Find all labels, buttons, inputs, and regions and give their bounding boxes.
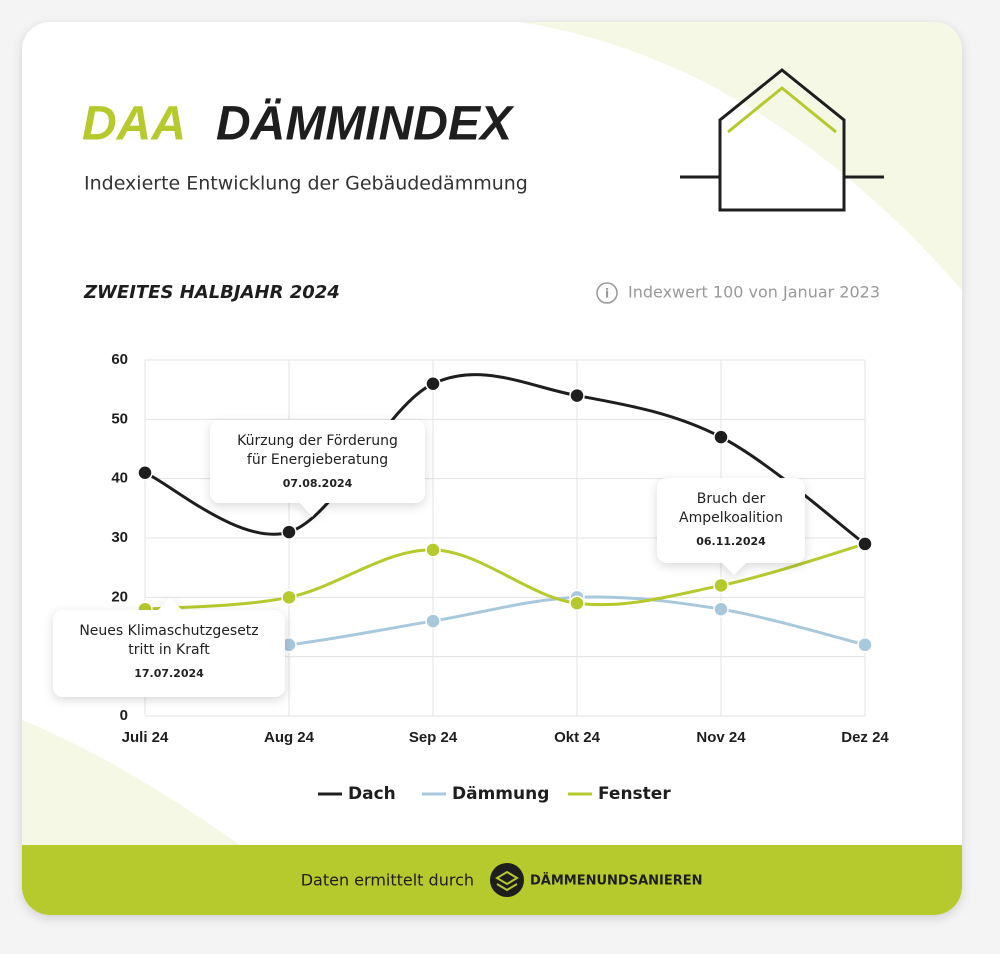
decor <box>22 720 240 845</box>
callout-text: Bruch der <box>697 491 766 507</box>
callout-date: 17.07.2024 <box>134 667 204 680</box>
house-icon <box>680 68 884 212</box>
data-point <box>425 613 441 629</box>
callout-pointer <box>158 598 182 610</box>
callout <box>657 478 805 575</box>
legend-label: Dach <box>348 784 396 804</box>
data-point <box>857 637 873 653</box>
data-point <box>425 542 441 558</box>
footer-logo-icon <box>490 863 524 897</box>
callout-date: 07.08.2024 <box>283 477 353 490</box>
subtitle: Indexierte Entwicklung der Gebäudedämmun… <box>84 173 528 195</box>
footer-text: Daten ermittelt durch <box>301 871 474 890</box>
callout <box>53 598 285 697</box>
logo: DAA <box>82 98 186 151</box>
data-point <box>713 577 729 594</box>
info-icon: i <box>605 287 609 301</box>
data-point <box>713 429 729 445</box>
x-tick-label: Aug 24 <box>264 729 315 746</box>
data-point <box>713 601 729 617</box>
x-tick-label: Juli 24 <box>122 729 169 746</box>
x-tick-label: Dez 24 <box>841 729 889 746</box>
y-tick-label: 60 <box>111 351 128 368</box>
callout-box <box>53 610 285 697</box>
footer-logo-icon <box>495 870 519 892</box>
section-title: ZWEITES HALBJAHR 2024 <box>83 282 340 303</box>
callout <box>210 420 425 517</box>
data-point <box>281 589 297 606</box>
data-point <box>425 375 441 392</box>
x-tick-label: Nov 24 <box>696 729 746 746</box>
y-tick-label: 40 <box>111 470 128 487</box>
title: DÄMMINDEX <box>216 98 515 151</box>
y-tick-label: 30 <box>111 529 128 546</box>
x-tick-label: Sep 24 <box>409 729 458 746</box>
series-line <box>144 542 866 611</box>
callout-text: für Energieberatung <box>247 452 388 468</box>
x-tick-label: Okt 24 <box>554 729 601 746</box>
callout-text: Ampelkoalition <box>679 510 783 526</box>
y-tick-label: 50 <box>111 410 128 427</box>
y-tick-label: 0 <box>120 707 128 724</box>
legend-label: Dämmung <box>452 784 549 804</box>
callout-text: tritt in Kraft <box>128 642 210 658</box>
callout-box <box>210 420 425 503</box>
callout-pointer <box>722 563 746 575</box>
info-icon <box>596 282 618 304</box>
legend-label: Fenster <box>598 784 671 804</box>
callout-box <box>657 478 805 563</box>
callout-pointer <box>300 503 324 517</box>
data-point <box>569 595 585 612</box>
decor <box>520 22 962 290</box>
data-point <box>137 464 153 481</box>
data-point <box>569 387 585 404</box>
data-point <box>281 524 297 540</box>
series-line <box>144 373 866 546</box>
data-point <box>857 536 873 552</box>
callout-text: Kürzung der Förderung <box>237 433 398 449</box>
footer-brand: DÄMMENUNDSANIEREN <box>530 873 703 889</box>
y-tick-label: 20 <box>111 588 128 605</box>
callout-text: Neues Klimaschutzgesetz <box>79 623 258 639</box>
note: Indexwert 100 von Januar 2023 <box>628 283 880 302</box>
callout-date: 06.11.2024 <box>696 535 766 548</box>
